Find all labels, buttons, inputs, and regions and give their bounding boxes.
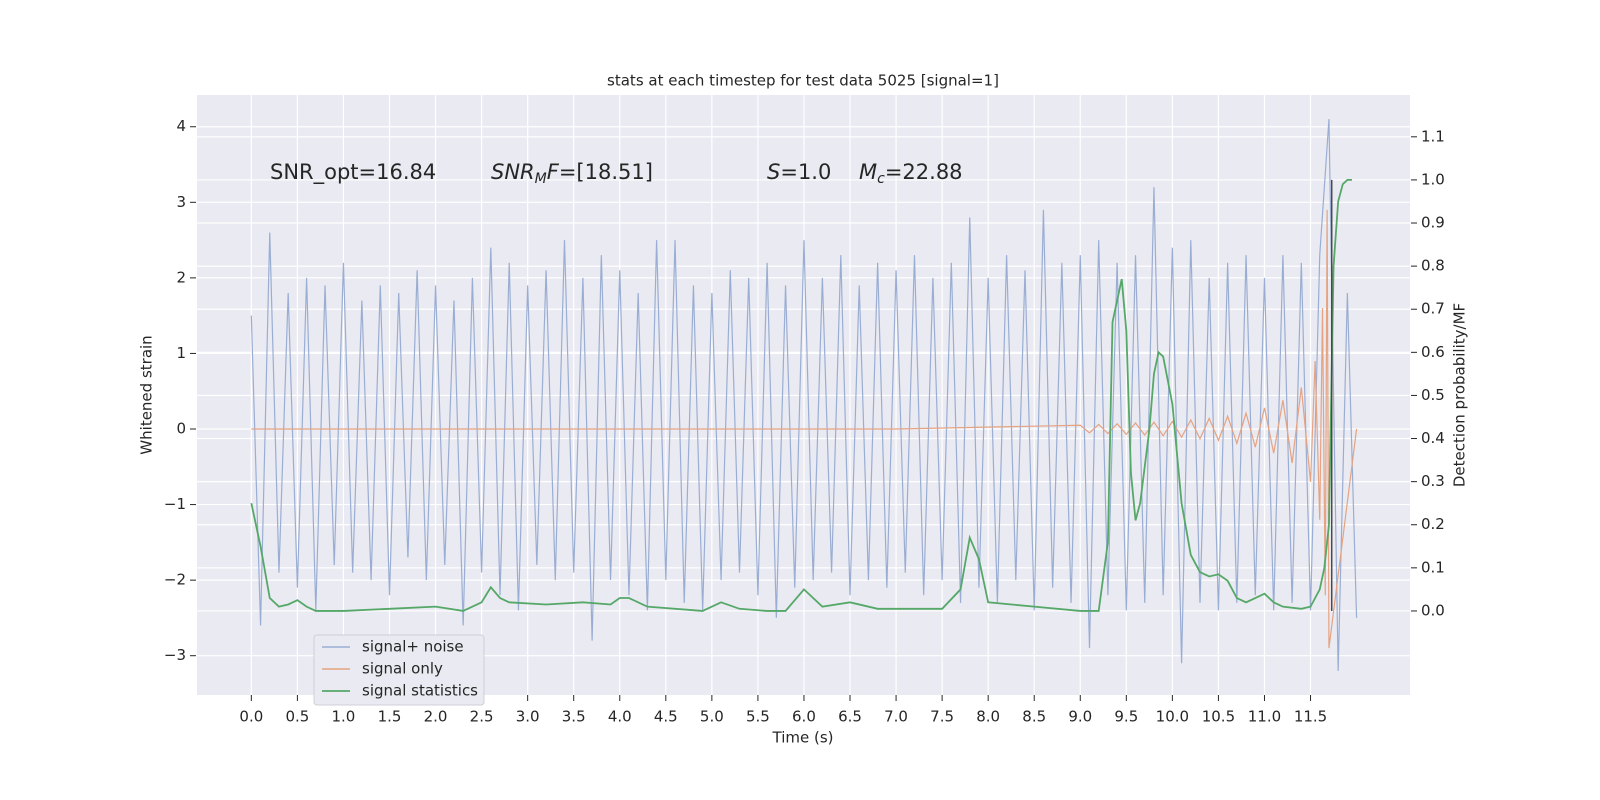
y2-tick-label: 0.5 — [1421, 386, 1445, 404]
annotation-part: =1.0 — [780, 160, 831, 184]
x-tick-label: 8.5 — [1022, 708, 1046, 726]
series-line — [251, 209, 1358, 649]
annotation-part: c — [877, 171, 885, 187]
x-tick-label: 5.5 — [746, 708, 770, 726]
x-tick-label: 11.0 — [1248, 708, 1281, 726]
annotation: SNR_opt=16.84 — [270, 160, 436, 185]
y-tick-label: 0 — [176, 420, 186, 438]
y-tick-label: −2 — [164, 571, 186, 589]
x-tick-label: 10.0 — [1156, 708, 1189, 726]
x-tick-label: 1.5 — [378, 708, 402, 726]
x-tick-label: 8.0 — [976, 708, 1000, 726]
y2-tick-label: 0.6 — [1421, 343, 1445, 361]
x-tick-label: 10.5 — [1202, 708, 1235, 726]
annotation-part: =[18.51] — [559, 160, 653, 184]
legend: signal+ noise signal only signal statistic… — [313, 634, 485, 706]
y-tick-label: −3 — [164, 646, 186, 664]
series-line — [250, 119, 1358, 671]
annotation-part: SNR — [491, 160, 535, 184]
legend-label: signal statistics — [362, 682, 478, 700]
legend-label: signal+ noise — [362, 638, 464, 656]
x-tick-label: 9.0 — [1068, 708, 1092, 726]
annotation-part: =22.88 — [885, 160, 963, 184]
x-tick-label: 9.5 — [1114, 708, 1138, 726]
annotation-part: S — [767, 160, 780, 184]
x-tick-label: 6.5 — [838, 708, 862, 726]
chart-title: stats at each timestep for test data 502… — [607, 72, 999, 90]
y2-tick-label: 0.2 — [1421, 515, 1445, 533]
annotation-part: F — [547, 160, 560, 184]
annotation-part: M — [859, 160, 877, 184]
series-line — [250, 179, 1352, 612]
legend-box — [313, 634, 485, 706]
y-tick-label: 2 — [176, 268, 186, 286]
x-tick-label: 7.0 — [884, 708, 908, 726]
x-tick-label: 1.0 — [332, 708, 356, 726]
y2-axis-label: Detection probability/MF — [1451, 303, 1469, 487]
y2-tick-label: 0.1 — [1421, 558, 1445, 576]
y2-tick-label: 1.1 — [1421, 127, 1445, 145]
x-tick-label: 0.5 — [285, 708, 309, 726]
y2-tick-label: 0.7 — [1421, 300, 1445, 318]
annotation: Mc=22.88 — [859, 160, 963, 187]
x-axis-label: Time (s) — [772, 729, 834, 747]
x-tick-label: 4.5 — [654, 708, 678, 726]
y-tick-label: 1 — [176, 344, 186, 362]
x-tick-label: 11.5 — [1294, 708, 1327, 726]
x-tick-label: 6.0 — [792, 708, 816, 726]
legend-label: signal only — [362, 660, 443, 678]
x-tick-label: 4.0 — [608, 708, 632, 726]
x-tick-label: 7.5 — [930, 708, 954, 726]
y2-tick-label: 0.4 — [1421, 429, 1445, 447]
y2-tick-label: 0.0 — [1421, 601, 1445, 619]
y-axis-label: Whitened strain — [138, 335, 156, 454]
annotation-part: M — [535, 171, 547, 187]
y2-tick-label: 0.3 — [1421, 472, 1445, 490]
y-tick-label: 4 — [176, 117, 186, 135]
annotation: S=1.0 — [767, 160, 831, 184]
y-tick-label: 3 — [176, 193, 186, 211]
y-tick-label: −1 — [164, 495, 186, 513]
x-tick-label: 2.5 — [470, 708, 494, 726]
annotation: SNRMF=[18.51] — [491, 160, 653, 187]
x-tick-label: 3.0 — [516, 708, 540, 726]
y2-tick-label: 0.8 — [1421, 257, 1445, 275]
y2-tick-label: 0.9 — [1421, 214, 1445, 232]
annotation-part: SNR_opt=16.84 — [270, 160, 436, 185]
x-tick-label: 2.0 — [424, 708, 448, 726]
x-tick-label: 0.0 — [239, 708, 263, 726]
x-tick-label: 3.5 — [562, 708, 586, 726]
x-tick-label: 5.0 — [700, 708, 724, 726]
y2-tick-label: 1.0 — [1421, 170, 1445, 188]
